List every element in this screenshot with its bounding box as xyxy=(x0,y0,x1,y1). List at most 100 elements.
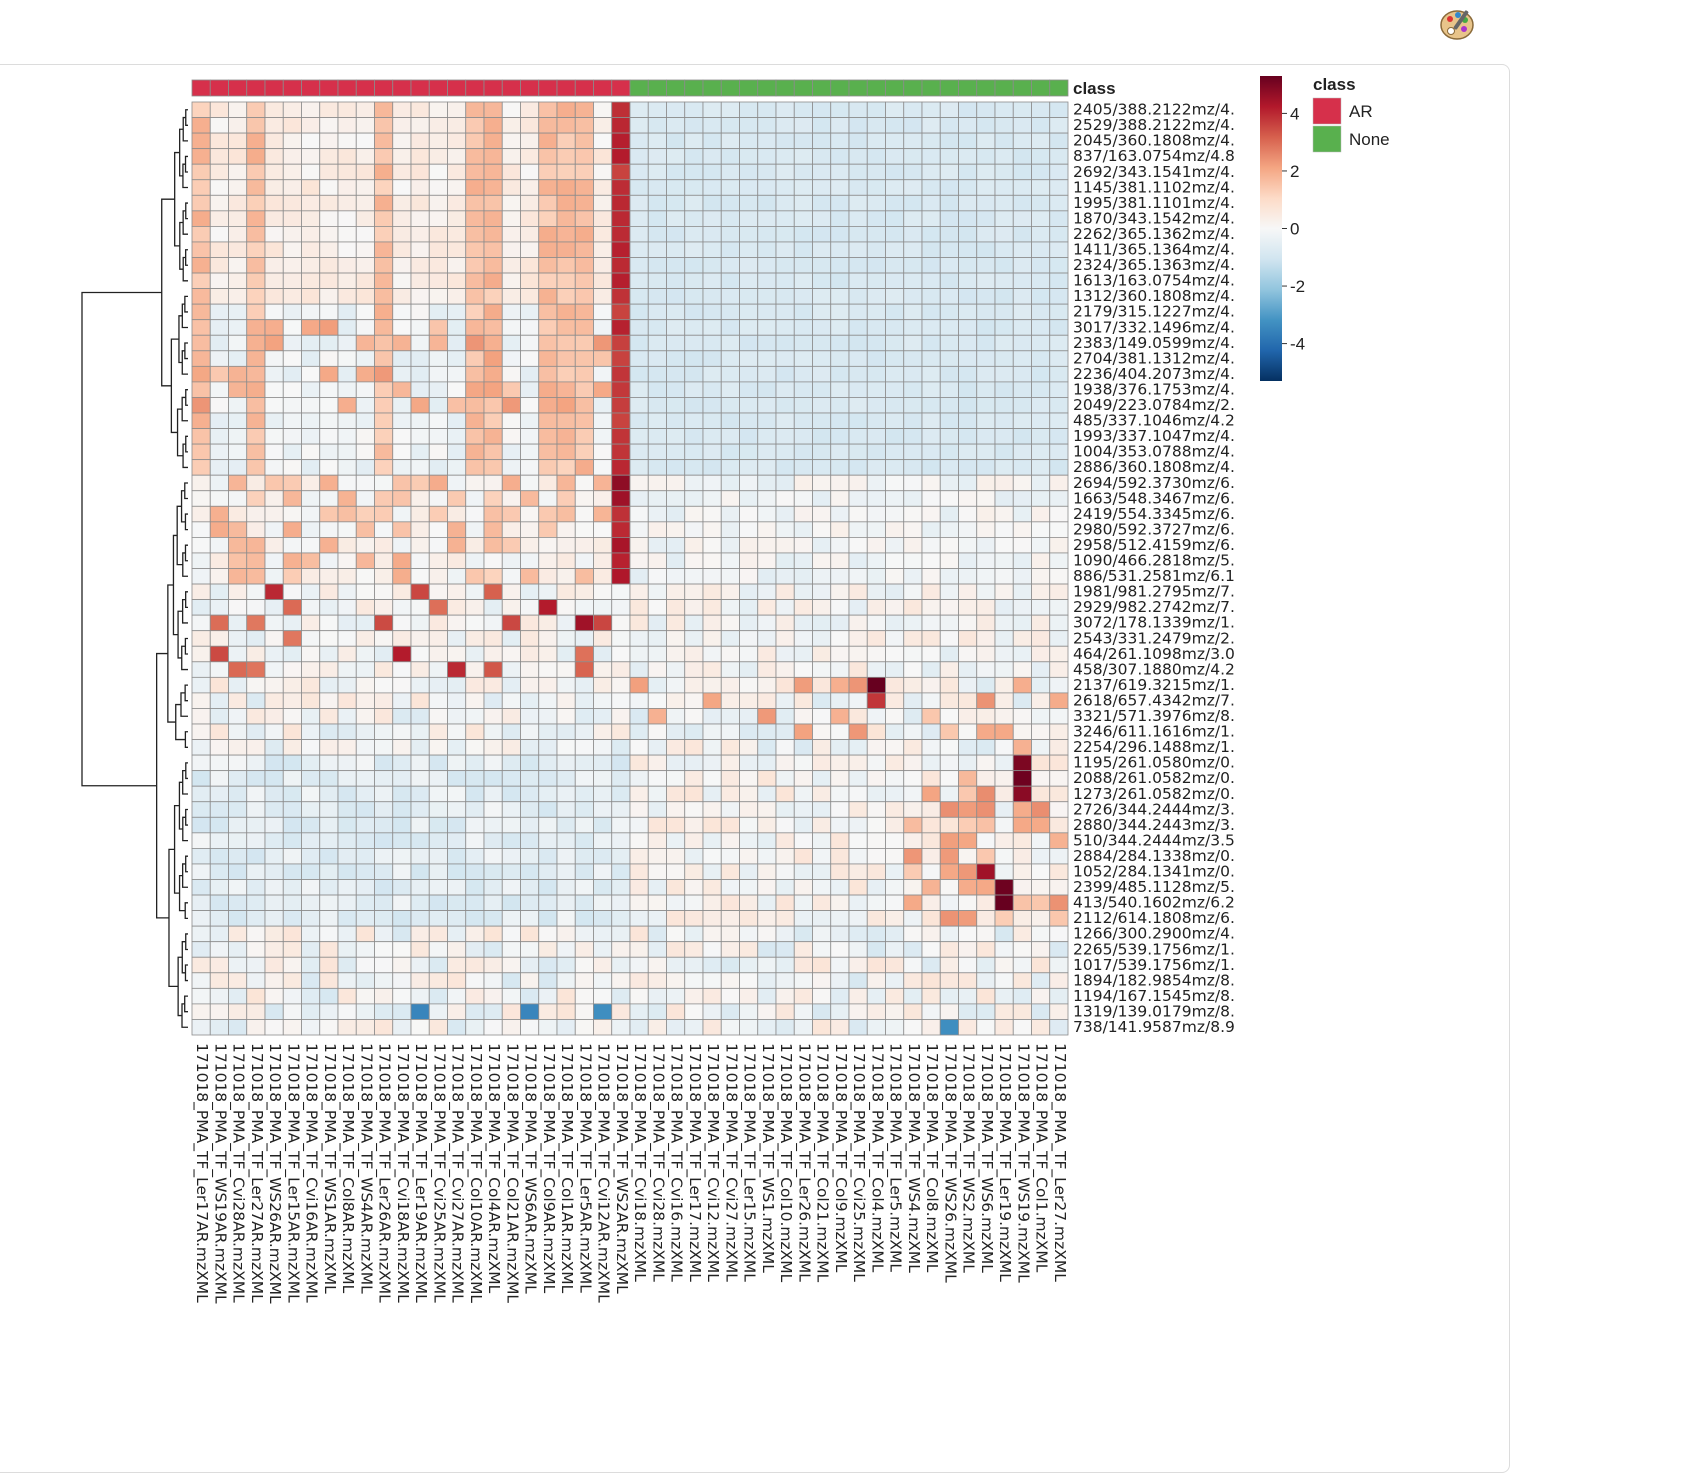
heatmap-cell xyxy=(319,987,339,1005)
heatmap-cell xyxy=(939,941,959,958)
heatmap-cell xyxy=(264,1003,284,1020)
heatmap-cell xyxy=(447,770,467,787)
heatmap-cell xyxy=(739,583,759,600)
heatmap-cell xyxy=(337,163,357,181)
heatmap-cell xyxy=(447,505,467,523)
heatmap-cell xyxy=(337,599,357,616)
column-label: 171018_PMA_TF_Col9AR.mzXML xyxy=(539,1043,558,1294)
heatmap-cell xyxy=(574,521,594,538)
heatmap-cell xyxy=(264,101,284,118)
heatmap-cell xyxy=(574,785,594,803)
heatmap-cell xyxy=(720,257,740,274)
heatmap-cell xyxy=(830,848,850,865)
heatmap-cell xyxy=(483,910,503,927)
heatmap-cell xyxy=(739,505,759,523)
heatmap-cell xyxy=(830,474,850,492)
heatmap-cell xyxy=(319,288,339,305)
palette-icon[interactable] xyxy=(1437,4,1477,44)
heatmap-cell xyxy=(246,941,266,958)
heatmap-cell xyxy=(666,785,686,803)
column-label: 171018_PMA_TF_Col21AR.mzXML xyxy=(502,1043,521,1303)
heatmap-cell xyxy=(684,505,704,523)
heatmap-cell xyxy=(574,132,594,150)
heatmap-cell xyxy=(501,381,521,398)
heatmap-cell xyxy=(410,739,430,756)
heatmap-cell xyxy=(793,272,813,289)
heatmap-cell xyxy=(812,334,832,352)
heatmap-cell xyxy=(301,412,321,429)
heatmap-cell xyxy=(866,521,886,538)
column-label: 171018_PMA_TF_WS4AR.mzXML xyxy=(356,1043,375,1294)
heatmap-cell xyxy=(483,303,503,321)
heatmap-cell xyxy=(501,272,521,289)
heatmap-cell xyxy=(702,210,722,227)
heatmap-cell xyxy=(666,925,686,943)
heatmap-cell xyxy=(666,272,686,289)
column-label: 171018_PMA_TF_WS4.mzXML xyxy=(904,1043,923,1273)
heatmap-cell xyxy=(702,754,722,772)
heatmap-cell xyxy=(319,490,339,507)
heatmap-cell xyxy=(757,692,777,709)
heatmap-cell xyxy=(976,459,996,476)
heatmap-cell xyxy=(885,537,905,554)
heatmap-cell xyxy=(574,723,594,740)
heatmap-cell xyxy=(447,521,467,538)
heatmap-cell xyxy=(520,225,540,243)
heatmap-cell xyxy=(392,832,412,849)
heatmap-cell xyxy=(428,848,448,865)
heatmap-cell xyxy=(939,739,959,756)
heatmap-cell xyxy=(921,241,941,258)
heatmap-cell xyxy=(647,241,667,258)
heatmap-cell xyxy=(593,972,613,989)
heatmap-cell xyxy=(976,397,996,414)
heatmap-cell xyxy=(958,381,978,398)
heatmap-cell xyxy=(465,537,485,554)
heatmap-cell xyxy=(556,179,576,196)
heatmap-cell xyxy=(666,225,686,243)
annotation-cell xyxy=(574,79,594,97)
heatmap-cell xyxy=(574,552,594,569)
heatmap-cell xyxy=(209,459,229,476)
heatmap-cell xyxy=(629,288,649,305)
heatmap-cell xyxy=(392,739,412,756)
heatmap-cell xyxy=(465,972,485,989)
heatmap-cell xyxy=(374,443,394,461)
heatmap-cell xyxy=(976,630,996,647)
heatmap-cell xyxy=(392,972,412,989)
heatmap-cell xyxy=(319,661,339,678)
heatmap-cell xyxy=(483,272,503,289)
heatmap-cell xyxy=(921,708,941,725)
heatmap-cell xyxy=(720,179,740,196)
heatmap-cell xyxy=(264,676,284,694)
heatmap-cell xyxy=(976,505,996,523)
heatmap-cell xyxy=(465,210,485,227)
heatmap-cell xyxy=(629,132,649,150)
heatmap-cell xyxy=(282,179,302,196)
heatmap-cell xyxy=(866,894,886,911)
heatmap-cell xyxy=(885,661,905,678)
row-label: 1194/167.1545mz/8. xyxy=(1073,987,1235,1005)
heatmap-cell xyxy=(1049,490,1069,507)
heatmap-cell xyxy=(392,692,412,709)
heatmap-cell xyxy=(629,925,649,943)
heatmap-cell xyxy=(757,288,777,305)
heatmap-cell xyxy=(647,879,667,896)
heatmap-cell xyxy=(1031,739,1051,756)
heatmap-cell xyxy=(684,1003,704,1020)
heatmap-cell xyxy=(830,101,850,118)
heatmap-cell xyxy=(209,692,229,709)
heatmap-cell xyxy=(1012,785,1032,803)
heatmap-cell xyxy=(191,785,211,803)
heatmap-cell xyxy=(374,1019,394,1036)
heatmap-cell xyxy=(848,412,868,429)
heatmap-cell xyxy=(520,101,540,118)
annotation-cell xyxy=(629,79,649,97)
heatmap-cell xyxy=(374,179,394,196)
heatmap-cell xyxy=(611,614,631,632)
heatmap-cell xyxy=(410,257,430,274)
dendrogram-link xyxy=(181,941,186,974)
heatmap-cell xyxy=(465,225,485,243)
heatmap-cell xyxy=(264,848,284,865)
heatmap-cell xyxy=(337,241,357,258)
heatmap-cell xyxy=(793,225,813,243)
